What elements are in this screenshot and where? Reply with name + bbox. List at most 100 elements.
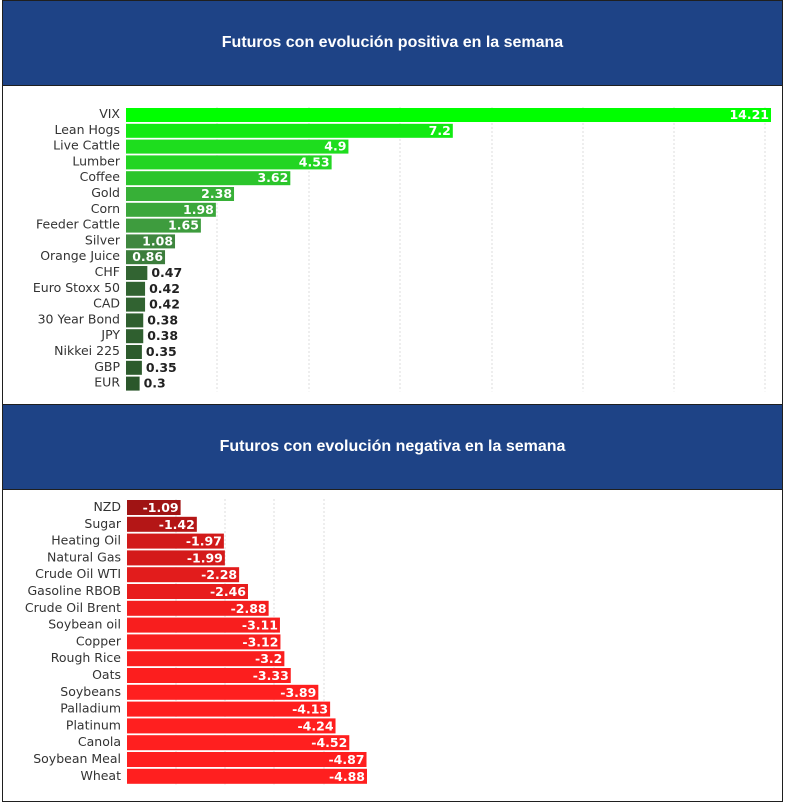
bar [127, 500, 181, 515]
positive-chart-panel: VIX 14.21 Lean Hogs 7.2 Live Cattle 4.9 Lumber… [2, 85, 783, 405]
data-label: -1.42 [159, 517, 195, 532]
data-label: 0.86 [132, 249, 163, 264]
data-label: -4.24 [297, 718, 333, 733]
bar [127, 600, 269, 616]
data-label: 1.98 [183, 202, 214, 217]
data-label: 0.35 [146, 360, 177, 375]
data-label: -2.88 [231, 601, 267, 616]
data-label: 0.42 [149, 297, 180, 312]
bar [126, 108, 771, 122]
bar [127, 617, 280, 633]
bar [127, 752, 367, 767]
negative-chart-title: Futuros con evolución negativa en la sem… [219, 438, 566, 455]
data-label: 4.9 [324, 139, 346, 154]
bar [126, 266, 148, 280]
data-label: -2.46 [210, 584, 246, 599]
category-label: Crude Oil WTI [35, 566, 121, 581]
category-label: Nikkei 225 [54, 343, 120, 358]
bar [127, 684, 319, 700]
data-label: 0.42 [149, 281, 180, 296]
category-label: EUR [94, 375, 120, 390]
data-label: 0.38 [147, 328, 178, 343]
bar [126, 250, 166, 265]
data-label: 0.38 [147, 312, 178, 327]
data-label: 7.2 [429, 123, 451, 138]
category-label: Feeder Cattle [36, 217, 120, 232]
bar [126, 139, 349, 154]
data-label: -4.88 [329, 769, 365, 784]
data-label: -4.52 [311, 735, 347, 750]
bar [126, 123, 453, 138]
bar [126, 202, 216, 217]
bar [127, 701, 331, 717]
data-label: 0.47 [151, 265, 182, 280]
category-label: Gasoline RBOB [28, 583, 122, 598]
data-label: -1.09 [143, 500, 179, 515]
data-label: 1.65 [168, 218, 199, 233]
category-label: Wheat [80, 768, 121, 783]
data-label: -4.13 [292, 702, 328, 717]
category-label: Orange Juice [40, 248, 120, 263]
bar [127, 718, 336, 734]
data-label: 1.08 [142, 233, 173, 248]
category-label: Natural Gas [47, 549, 121, 564]
bar [127, 550, 225, 566]
data-label: 4.53 [299, 154, 330, 169]
bar [126, 171, 291, 186]
bar [126, 376, 140, 391]
category-label: CAD [93, 296, 120, 311]
data-label: 0.35 [146, 344, 177, 359]
category-label: Oats [92, 667, 121, 682]
bar [127, 567, 240, 583]
category-label: Silver [85, 232, 121, 247]
category-label: 30 Year Bond [38, 311, 120, 326]
category-label: Soybean oil [48, 617, 121, 632]
category-label: Platinum [66, 717, 121, 732]
positive-chart-header: Futuros con evolución positiva en la sem… [2, 0, 783, 86]
category-label: Crude Oil Brent [25, 600, 121, 615]
bar [127, 668, 291, 683]
bar [126, 187, 235, 201]
category-label: CHF [95, 264, 120, 279]
data-label: 3.62 [257, 170, 288, 185]
bar [126, 345, 142, 359]
negative-chart-panel: NZD -1.09 Sugar -1.42 Heating Oil -1.97 Natura… [2, 489, 783, 802]
category-label: VIX [99, 106, 120, 121]
bar [126, 313, 144, 328]
negative-bar-chart: NZD -1.09 Sugar -1.42 Heating Oil -1.97 Natura… [25, 499, 367, 785]
category-label: Palladium [60, 701, 121, 716]
category-label: NZD [93, 499, 121, 514]
bar [127, 516, 197, 532]
category-label: Rough Rice [51, 650, 122, 665]
bar [127, 634, 281, 650]
data-label: 0.3 [144, 376, 166, 391]
data-label: -3.89 [280, 685, 316, 700]
bar [126, 218, 201, 233]
negative-chart-header: Futuros con evolución negativa en la sem… [2, 404, 783, 490]
category-label: Coffee [80, 169, 121, 184]
bar [127, 768, 367, 784]
bar [126, 281, 146, 296]
category-label: JPY [100, 327, 120, 342]
data-label: -1.99 [187, 550, 223, 565]
category-label: Lean Hogs [55, 122, 121, 137]
data-label: -3.12 [242, 634, 278, 649]
bar [126, 234, 176, 249]
category-label: Lumber [72, 153, 120, 168]
data-label: -3.33 [253, 668, 289, 683]
data-label: 2.38 [201, 186, 232, 201]
category-label: Sugar [84, 516, 121, 531]
data-label: -3.2 [255, 651, 282, 666]
bar [126, 297, 146, 312]
data-label: 14.21 [729, 107, 769, 122]
category-label: Euro Stoxx 50 [33, 280, 120, 295]
category-label: Corn [91, 201, 120, 216]
data-label: -4.87 [328, 752, 364, 767]
category-label: Copper [76, 633, 122, 648]
data-label: -2.28 [201, 567, 237, 582]
category-label: GBP [94, 359, 120, 374]
bar [127, 584, 248, 599]
data-label: -1.97 [186, 534, 222, 549]
category-label: Soybeans [60, 684, 121, 699]
bar [127, 735, 350, 751]
